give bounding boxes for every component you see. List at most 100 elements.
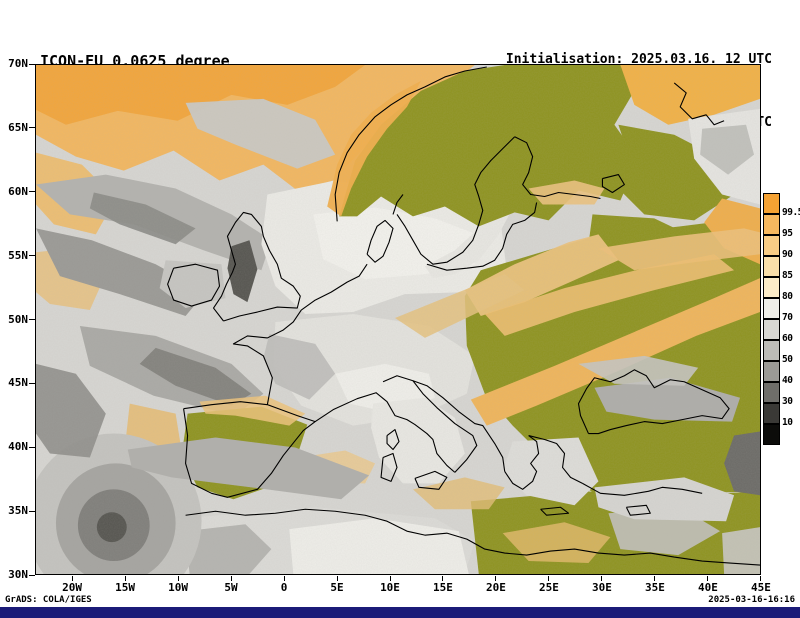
lat-tick-label: 60N — [8, 184, 28, 198]
lon-tick-label: 10E — [380, 581, 400, 594]
coastline — [212, 211, 301, 322]
lat-tick-label: 40N — [8, 440, 28, 454]
coastline — [625, 504, 651, 516]
coastline — [540, 506, 570, 516]
lat-tick-mark — [29, 446, 35, 448]
footer-bar — [0, 607, 800, 618]
coastline — [314, 392, 456, 473]
map-area — [35, 64, 761, 575]
colorbar-label: 50 — [782, 354, 793, 365]
lat-tick-mark — [29, 382, 35, 384]
grads-credit: GrADS: COLA/IGES — [5, 595, 92, 605]
coastline — [382, 375, 478, 473]
colorbar-segment — [763, 235, 780, 256]
colorbar-segment — [763, 277, 780, 298]
lat-tick-label: 35N — [8, 504, 28, 518]
coastline — [504, 435, 540, 490]
lat-tick-mark — [29, 510, 35, 512]
colorbar-label: 80 — [782, 291, 793, 302]
lon-tick-label: 45E — [750, 581, 771, 594]
coastline — [426, 202, 538, 271]
lat-tick-mark — [29, 63, 35, 65]
colorbar-segment — [763, 361, 780, 382]
lon-tick-label: 20W — [62, 581, 83, 594]
coastline — [528, 435, 583, 484]
colorbar-label: 85 — [782, 270, 793, 281]
coastline — [167, 263, 221, 307]
lon-tick-label: 15E — [433, 581, 453, 594]
lon-tick-mark — [283, 576, 285, 581]
lon-tick-mark — [442, 576, 444, 581]
lon-tick-mark — [230, 576, 232, 581]
coastline — [514, 136, 601, 200]
colorbar-label: 70 — [782, 312, 793, 323]
lon-tick-label: 0 — [280, 581, 288, 594]
coastline — [386, 429, 400, 451]
lat-tick-label: 55N — [8, 248, 28, 262]
lat-tick-mark — [29, 127, 35, 129]
lat-tick-label: 45N — [8, 376, 28, 390]
lat-tick-label: 50N — [8, 312, 28, 326]
lon-tick-label: 30E — [592, 581, 612, 594]
coastline — [366, 219, 394, 263]
coastline — [300, 263, 368, 311]
coastline — [673, 82, 725, 126]
lon-tick-label: 40E — [697, 581, 718, 594]
lon-tick-label: 20E — [486, 581, 506, 594]
lat-tick-label: 30N — [8, 568, 28, 581]
coastline — [232, 309, 302, 405]
coastline — [183, 401, 316, 498]
lon-tick-mark — [601, 576, 603, 581]
lon-tick-label: 5W — [224, 581, 238, 594]
initialisation-time: Initialisation: 2025.03.16. 12 UTC — [505, 52, 772, 67]
colorbar-label: 10 — [782, 417, 793, 428]
coastline — [334, 66, 487, 222]
lat-tick-label: 65N — [8, 120, 28, 134]
coastline — [582, 482, 703, 496]
lat-tick-mark — [29, 574, 35, 576]
coastline — [380, 452, 398, 482]
lon-tick-mark — [336, 576, 338, 581]
lon-tick-mark — [548, 576, 550, 581]
lat-tick-label: 70N — [8, 57, 28, 70]
coastline — [392, 194, 404, 215]
coastline — [185, 508, 760, 566]
lat-tick-mark — [29, 191, 35, 193]
colorbar-label: 40 — [782, 375, 793, 386]
lon-tick-mark — [495, 576, 497, 581]
colorbar-segment — [763, 214, 780, 235]
lat-tick-mark — [29, 319, 35, 320]
colorbar-label: 99.5 — [782, 207, 800, 218]
coastline — [414, 470, 448, 490]
coastline — [577, 369, 730, 435]
colorbar-segment — [763, 403, 780, 424]
colorbar-label: 60 — [782, 333, 793, 344]
cloud-field-svg — [36, 65, 760, 574]
lon-tick-mark — [71, 576, 73, 581]
lon-tick-mark — [177, 576, 179, 581]
colorbar-segment — [763, 193, 780, 214]
lon-tick-label: 15W — [115, 581, 136, 594]
creation-timestamp: 2025-03-16-16:16 — [708, 595, 795, 605]
coastline — [412, 380, 506, 472]
colorbar-segment — [763, 319, 780, 340]
colorbar-label: 30 — [782, 396, 793, 407]
grain-texture — [36, 65, 760, 574]
colorbar-segment — [763, 256, 780, 277]
lon-tick-label: 5E — [330, 581, 344, 594]
lon-tick-mark — [707, 576, 709, 581]
lon-tick-label: 25E — [539, 581, 559, 594]
colorbar-segment — [763, 382, 780, 403]
coastline — [601, 174, 625, 194]
colorbar-segment — [763, 340, 780, 361]
lon-tick-mark — [389, 576, 391, 581]
lon-tick-label: 10W — [168, 581, 188, 594]
colorbar-segment — [763, 424, 780, 445]
lon-tick-mark — [654, 576, 656, 581]
colorbar-label: 90 — [782, 249, 793, 260]
lon-tick-label: 35E — [644, 581, 665, 594]
lon-tick-mark — [760, 576, 762, 581]
colorbar — [763, 193, 780, 445]
coastline — [396, 136, 516, 265]
